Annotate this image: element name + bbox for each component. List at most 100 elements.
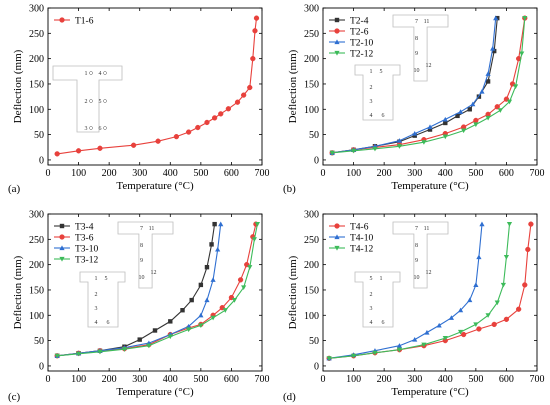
data-point xyxy=(427,127,433,132)
schematic-label: 11 xyxy=(149,226,155,232)
y-axis-label: Deflection (mm) xyxy=(12,255,24,329)
y-tick-label: 150 xyxy=(304,285,319,296)
x-axis-label: Temperature (°C) xyxy=(391,386,469,398)
series-T2-10 xyxy=(329,15,499,155)
schematic-label: 10 xyxy=(139,275,145,281)
series-line xyxy=(57,224,222,357)
data-point xyxy=(467,297,473,303)
legend-label: T2-10 xyxy=(350,38,373,48)
legend-marker xyxy=(334,50,340,56)
y-tick-label: 50 xyxy=(309,130,319,141)
data-point xyxy=(75,351,82,357)
schematic-label: 2 xyxy=(370,292,373,298)
x-tick-label: 0 xyxy=(321,168,326,179)
data-point xyxy=(247,265,253,270)
data-point xyxy=(500,282,506,288)
y-tick-label: 50 xyxy=(34,130,44,141)
x-tick-label: 100 xyxy=(346,374,361,385)
schematic-label: 8 xyxy=(415,36,418,42)
series-T4-12 xyxy=(326,222,513,361)
schematic-label: 4 xyxy=(370,113,373,119)
data-point xyxy=(473,282,479,287)
schematic-label: 1 xyxy=(380,276,383,282)
column-section-schematic xyxy=(79,271,126,328)
y-tick-label: 0 xyxy=(314,361,319,372)
x-tick-label: 400 xyxy=(438,374,453,385)
schematic-label: 6 xyxy=(382,113,385,119)
data-point xyxy=(485,313,491,318)
schematic-label: 5 xyxy=(380,69,383,75)
data-point xyxy=(497,108,503,113)
schematic-label: 9 xyxy=(140,258,143,264)
data-point xyxy=(506,99,513,105)
y-tick-label: 200 xyxy=(304,260,319,271)
plot-frame xyxy=(322,213,538,372)
legend-label: T3-6 xyxy=(75,233,94,243)
y-axis-label: Deflection (mm) xyxy=(287,49,299,123)
schematic-label: 7 xyxy=(415,226,418,232)
section-schematic xyxy=(52,65,123,133)
x-tick-label: 100 xyxy=(346,168,361,179)
data-point xyxy=(241,92,247,98)
data-point xyxy=(492,48,497,54)
y-tick-label: 100 xyxy=(304,311,319,322)
data-point xyxy=(75,148,82,154)
legend-marker xyxy=(59,256,65,262)
data-point xyxy=(54,151,60,157)
column-section-schematic xyxy=(354,64,401,121)
data-point xyxy=(218,111,224,117)
series-T1-6 xyxy=(54,15,260,157)
y-tick-label: 100 xyxy=(29,311,44,322)
y-tick-label: 200 xyxy=(29,54,44,65)
plot-frame xyxy=(322,7,538,166)
data-point xyxy=(97,145,103,151)
data-point xyxy=(494,300,500,306)
schematic-label: 8 xyxy=(415,243,418,249)
panel-a: 0 100 200 300 400 500 600 700 0 50 100 150 200 250 300… xyxy=(8,4,270,196)
data-point xyxy=(54,353,60,359)
y-tick-label: 150 xyxy=(29,79,44,90)
thermocouple-marker xyxy=(89,71,93,75)
schematic-label: 3 xyxy=(370,306,373,312)
data-point xyxy=(476,326,482,332)
series-T3-12 xyxy=(54,222,261,359)
data-point xyxy=(491,321,497,328)
panel-label: (b) xyxy=(283,183,296,195)
schematic-label: 5 xyxy=(370,276,373,282)
thermocouple-marker xyxy=(103,71,107,75)
x-axis-label: Temperature (°C) xyxy=(116,386,194,398)
column-section-schematic xyxy=(354,271,401,328)
data-point xyxy=(195,124,201,131)
data-point xyxy=(198,282,204,288)
data-point xyxy=(479,88,485,94)
data-point xyxy=(155,138,161,144)
x-tick-label: 300 xyxy=(407,168,422,179)
data-point xyxy=(516,306,522,312)
data-point xyxy=(396,347,403,353)
data-point xyxy=(479,221,485,227)
data-point xyxy=(168,319,173,324)
legend-label: T4-10 xyxy=(350,233,373,243)
legend-label: T3-12 xyxy=(75,255,98,265)
schematic-label: 6 xyxy=(99,126,102,132)
x-tick-label: 200 xyxy=(102,374,117,385)
y-tick-label: 250 xyxy=(304,235,319,246)
data-point xyxy=(211,115,218,121)
schematic-label: 12 xyxy=(426,63,432,69)
beam-section-schematic xyxy=(392,14,449,82)
x-tick-label: 600 xyxy=(499,168,514,179)
data-point xyxy=(185,129,192,135)
panel-c: 0 100 200 300 400 500 600 700 0 50 100 150 200 250 300… xyxy=(8,210,270,404)
data-point xyxy=(503,254,510,260)
data-point xyxy=(495,15,500,21)
data-point xyxy=(329,150,335,156)
data-point xyxy=(396,144,403,149)
schematic-label: 12 xyxy=(151,270,157,276)
data-point xyxy=(204,119,210,126)
x-tick-label: 200 xyxy=(377,374,392,385)
data-point xyxy=(396,138,403,143)
series-line xyxy=(332,18,526,154)
data-point xyxy=(252,28,258,34)
schematic-label: 1 xyxy=(370,69,373,75)
x-tick-label: 700 xyxy=(255,374,270,385)
